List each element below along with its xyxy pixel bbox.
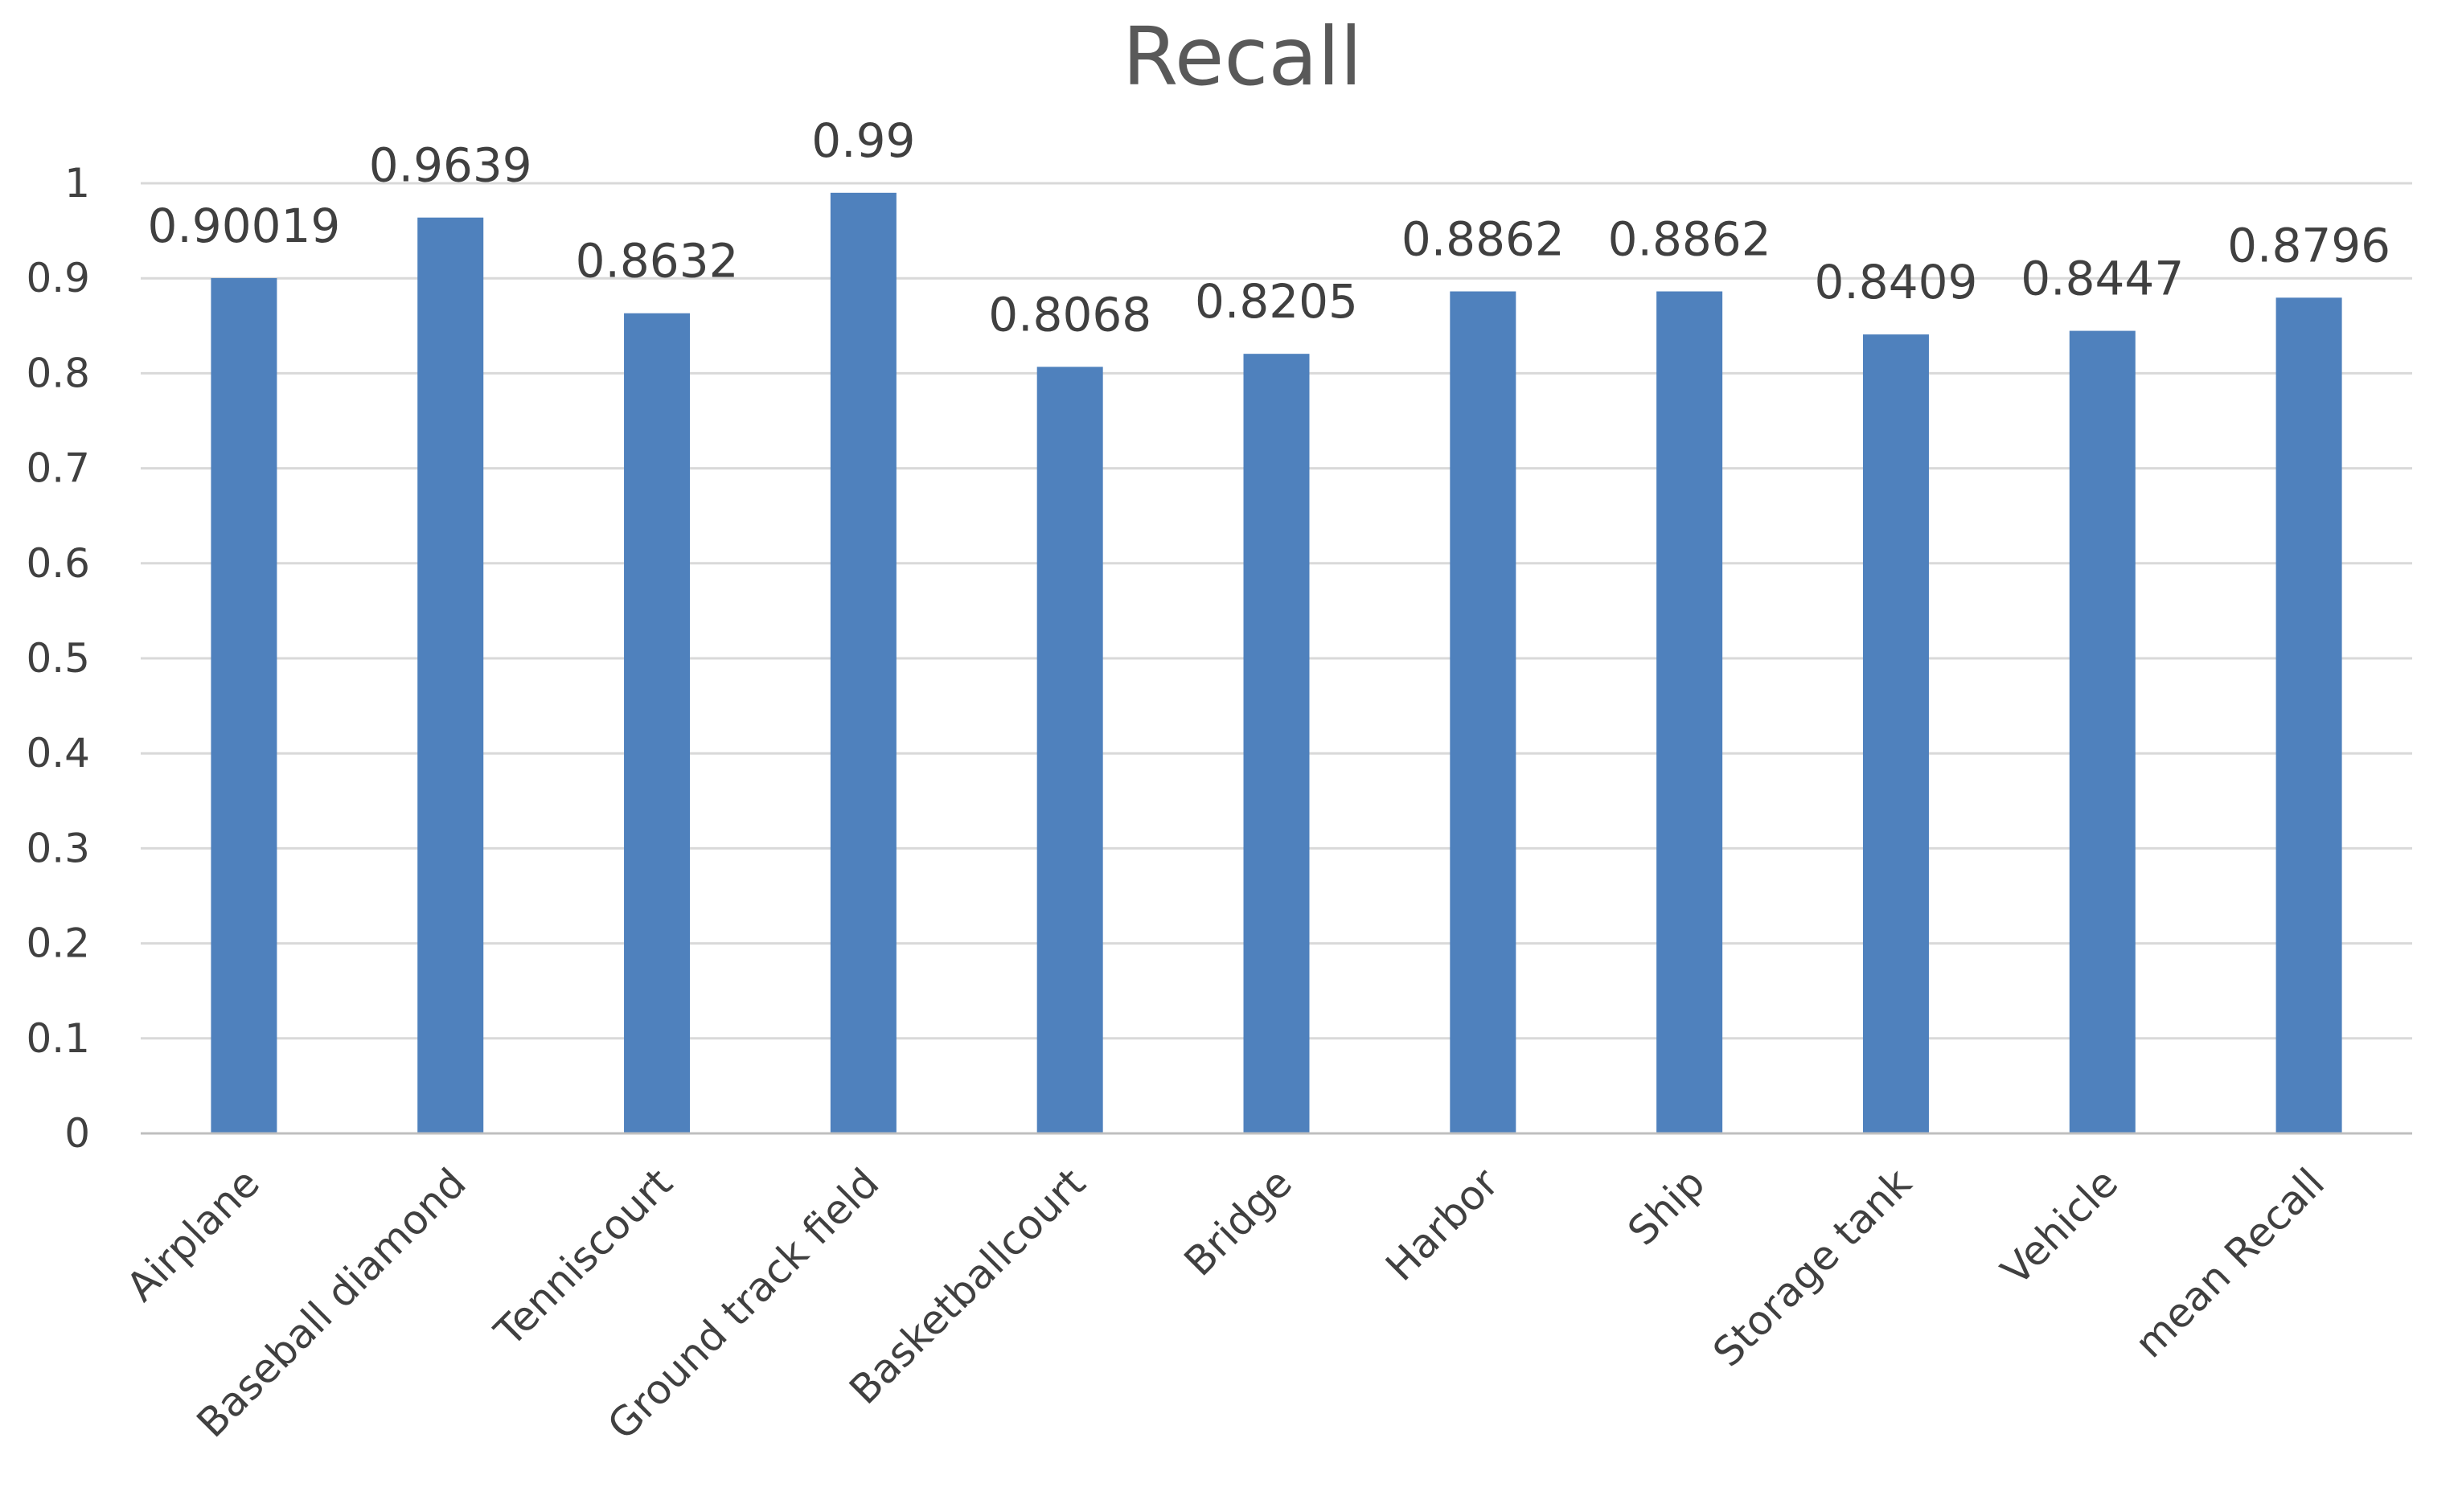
y-tick-label: 0.5: [26, 635, 90, 682]
y-axis-ticks: 0 0.1 0.2 0.3 0.4 0.5 0.6 0.7 0.8 0.9 1: [26, 160, 90, 1157]
y-tick-label: 0.6: [26, 540, 90, 587]
data-label: 0.8205: [1195, 274, 1358, 329]
y-tick-label: 0.9: [26, 255, 90, 301]
data-label: 0.8862: [1401, 212, 1565, 267]
data-label: 0.90019: [147, 199, 340, 253]
data-label: 0.99: [811, 113, 915, 168]
y-tick-label: 1: [64, 160, 90, 207]
y-tick-label: 0.3: [26, 825, 90, 871]
bar: [830, 192, 897, 1133]
bar: [211, 277, 277, 1133]
x-category-label: Bridge: [1176, 1159, 1301, 1285]
y-tick-label: 0: [64, 1110, 90, 1157]
bar: [1036, 367, 1103, 1133]
x-category-label: Airplane: [117, 1159, 269, 1310]
y-tick-label: 0.4: [26, 730, 90, 776]
data-labels: 0.90019 0.9639 0.8632 0.99 0.8068 0.8205 0.886…: [147, 113, 2390, 342]
data-label: 0.9639: [369, 138, 532, 193]
bar: [1656, 291, 1723, 1133]
y-tick-label: 0.7: [26, 445, 90, 492]
y-tick-label: 0.1: [26, 1015, 90, 1062]
x-category-label: Harbor: [1377, 1159, 1508, 1290]
bar: [624, 313, 691, 1133]
y-tick-label: 0.8: [26, 350, 90, 396]
x-category-label: Tenniscourt: [486, 1159, 682, 1355]
chart-title: Recall: [1122, 10, 1362, 104]
x-category-label: Ship: [1619, 1159, 1713, 1254]
bar: [1243, 354, 1310, 1133]
data-label: 0.8068: [988, 287, 1151, 342]
data-label: 0.8796: [2227, 218, 2390, 272]
data-label: 0.8632: [576, 234, 739, 289]
data-label: 0.8409: [1814, 255, 1977, 309]
bar: [1450, 291, 1516, 1133]
bar: [2069, 330, 2136, 1134]
y-tick-label: 0.2: [26, 920, 90, 967]
bar: [2275, 297, 2342, 1134]
x-category-label: Vehicle: [1992, 1159, 2127, 1293]
data-label: 0.8447: [2021, 252, 2184, 306]
bars: [211, 192, 2342, 1134]
bar: [417, 217, 484, 1134]
bar: [1862, 334, 1929, 1133]
x-category-label: mean Recall: [2126, 1159, 2333, 1367]
data-label: 0.8862: [1608, 212, 1771, 267]
x-category-label: Storage tank: [1704, 1159, 1920, 1375]
